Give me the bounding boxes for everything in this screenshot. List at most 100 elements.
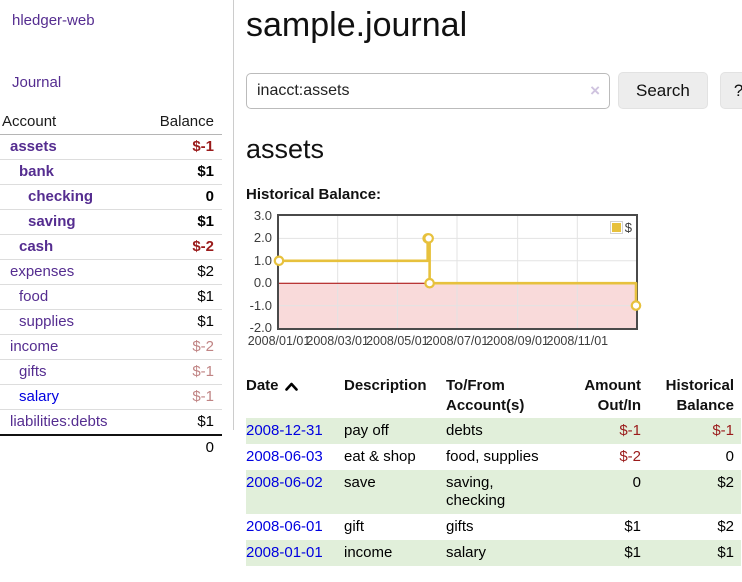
app-window: hledger-web Journal Account Balance asse… — [0, 0, 742, 566]
col-balance: Historical Balance — [665, 377, 734, 414]
col-date[interactable]: Date — [246, 374, 344, 418]
account-link-food[interactable]: food — [19, 288, 49, 305]
transaction-amount: $1 — [624, 518, 641, 535]
transaction-balance: $-1 — [712, 422, 734, 439]
transaction-amount: 0 — [632, 474, 641, 491]
transaction-amount: $1 — [624, 544, 641, 561]
account-link-liabilities-debts[interactable]: liabilities:debts — [10, 413, 108, 430]
account-link-assets[interactable]: assets — [10, 138, 57, 155]
register-row: 2008-06-01 gift gifts $1 $2 — [246, 514, 741, 540]
chart-legend: $ — [608, 219, 633, 236]
page-title: sample.journal — [246, 6, 468, 44]
account-balance: $1 — [139, 284, 222, 310]
account-row: assets $-1 — [0, 134, 222, 160]
account-row: cash $-2 — [0, 234, 222, 260]
account-balance: $1 — [139, 309, 222, 335]
accounts-header-row: Account Balance — [0, 110, 222, 135]
sort-ascending-icon[interactable] — [284, 377, 298, 397]
transaction-amount: $-1 — [619, 422, 641, 439]
y-axis-tick-label: 0.0 — [253, 275, 272, 291]
search-help-button[interactable]: ? — [719, 72, 742, 109]
transaction-description: eat & shop — [344, 448, 416, 465]
account-row: salary $-1 — [0, 384, 222, 410]
sidebar: hledger-web Journal Account Balance asse… — [0, 0, 233, 566]
accounts-col-account: Account — [0, 110, 139, 135]
register-row: 2008-12-31 pay off debts $-1 $-1 — [246, 418, 741, 444]
transaction-balance: $2 — [717, 518, 734, 535]
transaction-description: save — [344, 474, 376, 491]
register-header-row: Date Description To/From Account(s) Amou… — [246, 374, 741, 418]
transaction-accounts: salary — [446, 544, 487, 561]
account-balance: $1 — [139, 409, 222, 436]
account-balance: $-2 — [139, 234, 222, 260]
transaction-balance: 0 — [725, 448, 734, 465]
col-description: Description — [344, 377, 427, 394]
y-axis-tick-label: 3.0 — [253, 208, 272, 223]
account-link-gifts[interactable]: gifts — [19, 363, 47, 380]
sidebar-item-journal[interactable]: Journal — [12, 74, 62, 91]
account-link-salary[interactable]: salary — [19, 388, 60, 405]
accounts-col-balance: Balance — [139, 110, 222, 135]
account-row: expenses $2 — [0, 259, 222, 285]
account-row: saving $1 — [0, 209, 222, 235]
transaction-date-link[interactable]: 2008-06-02 — [246, 474, 323, 491]
transaction-date-link[interactable]: 2008-01-01 — [246, 544, 323, 561]
y-axis-tick-label: 2.0 — [253, 230, 272, 246]
register-row: 2008-06-03 eat & shop food, supplies $-2… — [246, 444, 741, 470]
accounts-table: Account Balance assets $-1 bank $1 check… — [0, 110, 222, 460]
search-form: × Search ? — [246, 72, 742, 109]
accounts-total-value: 0 — [139, 434, 222, 460]
account-row: income $-2 — [0, 334, 222, 360]
account-row: bank $1 — [0, 159, 222, 185]
col-accounts: To/From Account(s) — [446, 377, 525, 414]
account-link-bank[interactable]: bank — [19, 163, 55, 180]
account-balance: $-1 — [139, 134, 222, 160]
brand-link[interactable]: hledger-web — [12, 12, 95, 29]
account-link-cash[interactable]: cash — [19, 238, 54, 255]
transaction-description: gift — [344, 518, 365, 535]
x-axis-tick-label: 2008/07/01 — [425, 334, 489, 348]
transaction-description: income — [344, 544, 393, 561]
transaction-date-link[interactable]: 2008-12-31 — [246, 422, 323, 439]
x-axis-tick-label: 2008/01/01 — [247, 334, 311, 348]
transaction-date-link[interactable]: 2008-06-01 — [246, 518, 323, 535]
account-balance: $2 — [139, 259, 222, 285]
account-row: liabilities:debts $1 — [0, 409, 222, 436]
y-axis-tick-label: -2.0 — [249, 320, 272, 335]
account-link-saving[interactable]: saving — [28, 213, 76, 230]
transaction-accounts: gifts — [446, 518, 474, 535]
account-link-checking[interactable]: checking — [28, 188, 94, 205]
search-button[interactable]: Search — [618, 72, 708, 109]
account-balance: $1 — [139, 209, 222, 235]
sidebar-divider — [233, 0, 234, 430]
account-row: checking 0 — [0, 184, 222, 210]
legend-label: $ — [624, 220, 632, 235]
account-balance: 0 — [139, 184, 222, 210]
chart-title: Historical Balance: — [246, 186, 382, 203]
col-amount: Amount Out/In — [584, 377, 641, 414]
transaction-accounts: debts — [446, 422, 483, 439]
register-row: 2008-01-01 income salary $1 $1 — [246, 540, 741, 566]
account-link-supplies[interactable]: supplies — [19, 313, 75, 330]
main-panel: sample.journal × Search ? assets Histori… — [233, 0, 742, 566]
account-balance: $-1 — [139, 359, 222, 385]
transaction-balance: $2 — [717, 474, 734, 491]
transaction-amount: $-2 — [619, 448, 641, 465]
account-row: food $1 — [0, 284, 222, 310]
x-axis-tick-label: 2008/09/01 — [486, 334, 549, 348]
transaction-date-link[interactable]: 2008-06-03 — [246, 448, 323, 465]
balance-chart-plot[interactable]: $ — [273, 214, 642, 330]
x-axis-tick-label: 2008/05/01 — [366, 334, 429, 348]
search-input[interactable] — [246, 72, 610, 109]
account-link-income[interactable]: income — [10, 338, 59, 355]
y-axis-tick-label: -1.0 — [249, 297, 272, 313]
account-row: supplies $1 — [0, 309, 222, 335]
x-axis-tick-label: 2008/03/01 — [306, 334, 369, 348]
y-axis-tick-label: 1.0 — [253, 252, 272, 268]
transaction-accounts: food, supplies — [446, 448, 539, 465]
register-row: 2008-06-02 save saving, checking 0 $2 — [246, 470, 741, 514]
legend-swatch-icon — [609, 221, 623, 234]
account-link-expenses[interactable]: expenses — [10, 263, 75, 280]
accounts-total-row: 0 — [0, 434, 222, 460]
clear-search-icon[interactable]: × — [590, 80, 600, 100]
